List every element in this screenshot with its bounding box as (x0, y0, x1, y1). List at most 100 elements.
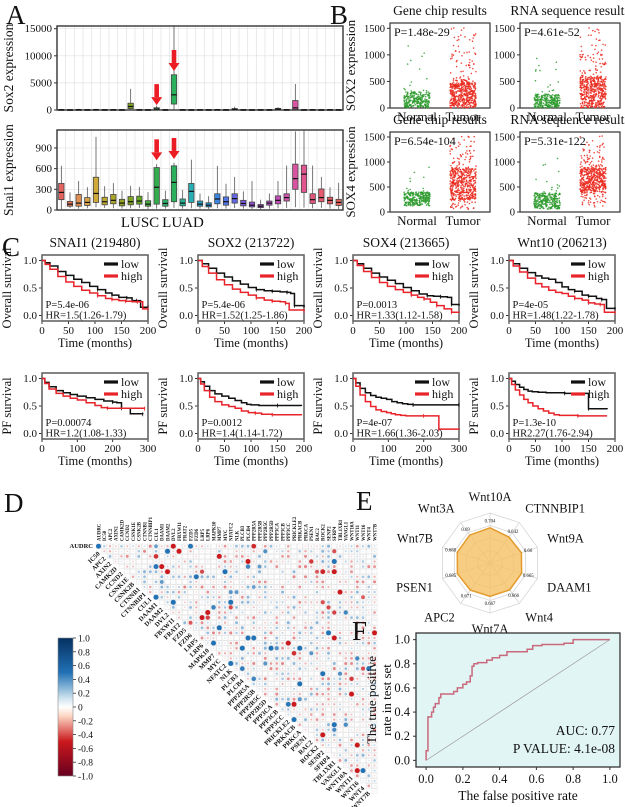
chart-shape (596, 200, 599, 203)
chart-shape (452, 198, 455, 201)
chart-shape (463, 186, 465, 188)
chart-shape (602, 103, 604, 105)
chart-shape (411, 192, 413, 195)
chart-shape (601, 156, 604, 159)
chart-shape (451, 87, 453, 90)
correlation-dot (160, 560, 163, 563)
correlation-dot (333, 591, 336, 594)
chart-shape (555, 61, 558, 63)
correlation-dot (218, 545, 221, 548)
chart-shape (544, 95, 546, 98)
y-axis-label: Overall survival (311, 247, 325, 328)
correlation-dot (344, 560, 347, 563)
chart-shape (468, 64, 471, 67)
chart-shape (538, 193, 541, 196)
chart-shape (452, 193, 455, 195)
chart-shape (585, 101, 588, 104)
chart-shape (539, 207, 541, 210)
chart-shape (474, 201, 477, 204)
chart-shape (598, 167, 601, 170)
chart-shape (423, 194, 426, 197)
y-tick-label: 500 (369, 77, 385, 88)
correlation-dot (326, 544, 331, 548)
chart-shape (427, 202, 430, 205)
correlation-dot (172, 596, 175, 598)
correlation-dot (327, 560, 330, 563)
y-axis-label: PF survival (156, 377, 170, 435)
chart-shape (458, 179, 461, 182)
x-tick-label: 150 (580, 325, 597, 337)
chart-shape (538, 98, 540, 101)
chart-shape (545, 104, 548, 106)
chart-shape (558, 197, 561, 199)
correlation-dot (339, 566, 341, 568)
y-axis-label: Overall survival (0, 247, 14, 328)
chart-shape (464, 152, 467, 154)
correlation-dot (299, 576, 301, 578)
survival-curve (353, 377, 459, 406)
chart-shape (415, 99, 418, 101)
plot-frame (197, 372, 305, 440)
correlation-dot (269, 544, 273, 548)
survival-curve (42, 377, 144, 415)
chart-shape (579, 53, 581, 56)
chart-shape (585, 197, 588, 199)
chart-shape (416, 104, 419, 107)
correlation-dot (287, 596, 290, 599)
chart-shape (599, 80, 601, 83)
correlation-dot (356, 560, 359, 563)
chart-shape (465, 145, 468, 148)
chart-shape (601, 165, 603, 167)
correlation-dot (172, 550, 175, 553)
chart-shape (550, 193, 552, 196)
heatmap-col-label: PRKACB (299, 520, 304, 541)
chart-shape (594, 168, 597, 171)
chart-shape (598, 146, 601, 148)
chart-shape (589, 75, 592, 78)
chart-shape (456, 171, 459, 173)
correlation-dot (206, 575, 210, 579)
chart-shape (580, 45, 583, 48)
chart-shape (459, 200, 461, 202)
correlation-dot (235, 560, 238, 563)
chart-shape (474, 82, 476, 84)
chart-shape (457, 169, 459, 172)
heatmap-col-label: CAMK2D (120, 519, 125, 541)
correlation-dot (234, 590, 239, 595)
correlation-dot (218, 591, 221, 594)
correlation-dot (143, 580, 146, 584)
chart-shape (403, 199, 406, 202)
correlation-dot (293, 591, 295, 594)
legend-label: high (432, 269, 453, 283)
chart-shape (462, 83, 465, 86)
plot-frame (41, 254, 149, 322)
correlation-dot (263, 590, 267, 594)
correlation-dot (222, 569, 228, 575)
correlation-dot (245, 564, 251, 569)
chart-shape (449, 58, 452, 60)
p-value-label: P=0.0012 (202, 418, 243, 429)
chart-shape (590, 59, 593, 61)
chart-shape (594, 182, 597, 184)
correlation-dot (293, 601, 295, 604)
chart-shape (584, 77, 587, 79)
red-arrow-icon (171, 137, 177, 151)
chart-shape (462, 97, 465, 99)
chart-shape (595, 38, 598, 40)
chart-shape (451, 53, 453, 55)
correlation-dot (166, 590, 169, 594)
chart-shape (462, 88, 465, 90)
chart-shape (465, 183, 467, 186)
correlation-dot (321, 544, 324, 548)
correlation-dot (339, 550, 341, 552)
chart-shape (454, 198, 456, 201)
correlation-dot (207, 581, 209, 583)
chart-shape (461, 190, 463, 192)
chart-shape (472, 190, 474, 193)
chart-shape (468, 174, 470, 177)
chart-shape (558, 206, 561, 209)
chart-shape (592, 175, 595, 178)
chart-shape (581, 193, 583, 196)
plot-frame (56, 129, 344, 211)
correlation-dot (172, 560, 175, 563)
